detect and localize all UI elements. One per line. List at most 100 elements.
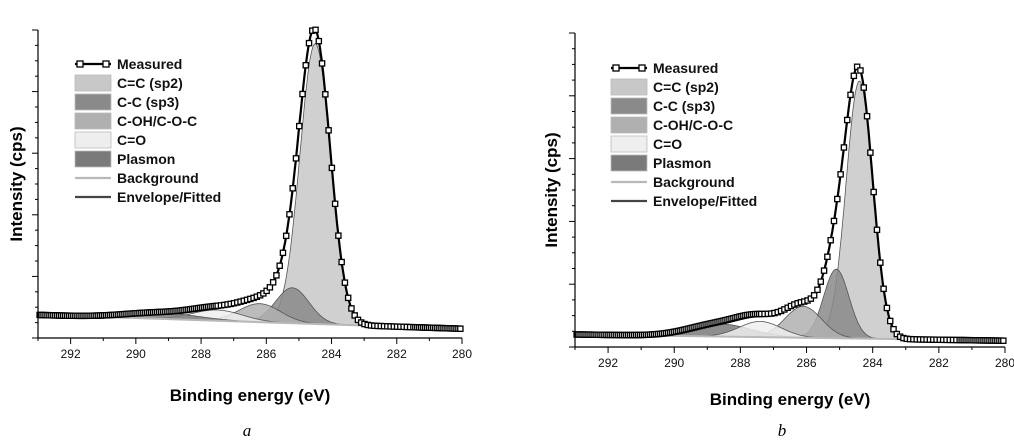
legend-entry: Background <box>611 174 735 190</box>
measured-point <box>867 149 874 156</box>
measured-point <box>273 272 280 279</box>
measured-point <box>338 258 345 266</box>
measured-point <box>351 312 358 319</box>
legend-label: C-C (sp3) <box>117 94 179 110</box>
legend-label: C-OH/C-O-C <box>653 117 733 133</box>
legend-entry: C=O <box>74 131 146 149</box>
measured-point <box>890 325 897 333</box>
measured-point <box>837 171 844 178</box>
legend-label: C=O <box>653 136 682 152</box>
measured-point <box>807 295 815 302</box>
measured-point <box>325 127 332 134</box>
legend: Measured C=C (sp2) C-C (sp3) C-OH/C-O-C C=O P… <box>610 60 757 209</box>
measured-point <box>348 305 355 312</box>
measured-point <box>315 37 323 45</box>
legend-swatch <box>610 154 648 172</box>
measured-point <box>266 284 274 291</box>
measured-point <box>860 84 868 91</box>
measured-point <box>880 285 887 293</box>
measured-point <box>299 90 306 98</box>
measured-point <box>824 253 831 261</box>
measured-point <box>843 116 851 124</box>
measured-point <box>282 232 290 240</box>
legend-swatch <box>74 112 112 130</box>
legend-swatch <box>610 78 648 96</box>
measured-point <box>873 226 881 234</box>
legend-swatch <box>74 74 112 92</box>
x-tick-label: 282 <box>929 356 949 370</box>
measured-point <box>263 287 270 295</box>
legend-marker <box>102 60 110 68</box>
measured-point <box>857 67 864 74</box>
measured-markers <box>573 63 1007 344</box>
legend-label: Plasmon <box>653 155 711 171</box>
measured-point <box>853 63 861 71</box>
x-tick-label: 284 <box>863 356 883 370</box>
x-tick-label: 288 <box>730 356 750 370</box>
measured-point <box>344 294 352 302</box>
measured-point <box>883 304 891 312</box>
measured-point <box>827 236 834 244</box>
measured-point <box>870 188 877 196</box>
legend-label: C-OH/C-O-C <box>117 113 197 129</box>
measured-point <box>863 112 871 120</box>
measured-point <box>279 249 287 257</box>
plot-area <box>573 63 1007 344</box>
legend-entry: Plasmon <box>74 150 175 168</box>
measured-point <box>289 185 296 192</box>
panel-caption: b <box>778 421 787 440</box>
legend-label: Background <box>117 170 199 186</box>
x-tick-label: 292 <box>598 356 618 370</box>
measured-point <box>847 91 854 99</box>
axes: 292 290 288 286 284 282 280 <box>569 32 1014 370</box>
measured-point <box>840 144 848 151</box>
y-axis-label: Intensity (cps) <box>542 132 561 247</box>
legend-label: Plasmon <box>117 151 175 167</box>
legend-swatch <box>74 150 112 168</box>
legend-entry: Plasmon <box>610 154 711 172</box>
legend-swatch <box>610 135 648 153</box>
legend-entry: Envelope/Fitted <box>75 189 221 205</box>
measured-point <box>269 279 277 286</box>
measured-point <box>830 217 838 225</box>
x-tick-label: 286 <box>256 347 276 361</box>
x-tick-label: 288 <box>191 347 211 361</box>
legend-swatch <box>74 93 112 111</box>
xps-chart-b: 292 290 288 286 284 282 280 Binding energy (eV)… <box>542 32 1014 440</box>
x-tick-label: 282 <box>387 347 407 361</box>
panel-caption: a <box>243 421 252 440</box>
legend-label: C=C (sp2) <box>117 75 183 91</box>
legend-swatch <box>610 116 648 134</box>
measured-point <box>817 278 825 285</box>
x-tick-label: 284 <box>322 347 342 361</box>
measured-point <box>318 60 326 67</box>
legend-entry: C-OH/C-O-C <box>74 112 197 130</box>
legend-entry: C-C (sp3) <box>610 97 715 115</box>
measured-point <box>1000 337 1007 344</box>
measured-point <box>331 200 339 208</box>
legend-label: C-C (sp3) <box>653 98 715 114</box>
measured-point <box>341 279 349 286</box>
measured-point <box>302 62 310 69</box>
legend-label: Background <box>653 174 735 190</box>
xps-chart-a: 292 290 288 286 284 282 280 Binding energy (eV)… <box>7 26 472 440</box>
measured-point <box>292 155 300 162</box>
measured-point <box>457 325 464 332</box>
measured-point <box>834 195 841 203</box>
measured-point <box>295 122 303 130</box>
x-tick-label: 290 <box>126 347 146 361</box>
axes: 292 290 288 286 284 282 280 <box>32 29 472 361</box>
legend-label: Measured <box>653 60 718 76</box>
x-axis-label: Binding energy (eV) <box>710 390 871 409</box>
measured-point <box>305 39 313 47</box>
legend-swatch <box>610 97 648 115</box>
plot-area <box>36 26 464 332</box>
measured-point <box>886 317 894 325</box>
chart-panel-b: 292 290 288 286 284 282 280 Binding energy (eV)… <box>507 0 1014 441</box>
legend-entry: C=C (sp2) <box>610 78 719 96</box>
measured-point <box>810 292 818 299</box>
legend: Measured C=C (sp2) C-C (sp3) C-OH/C-O-C C=O P… <box>74 56 221 205</box>
chart-panel-a: 292 290 288 286 284 282 280 Binding energy (eV)… <box>7 26 472 440</box>
legend-label: Measured <box>117 56 182 72</box>
measured-point <box>328 164 336 172</box>
